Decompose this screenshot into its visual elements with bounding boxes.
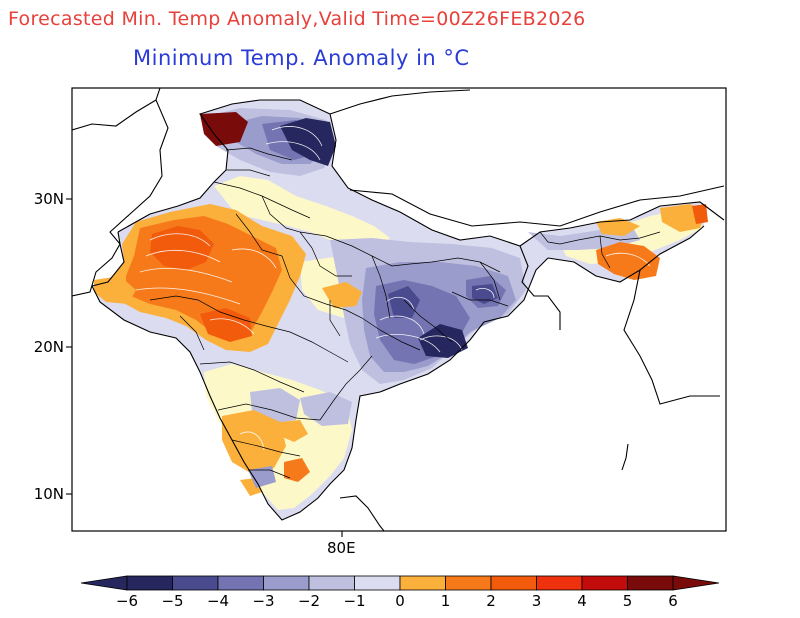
colorbar-segment — [354, 575, 401, 591]
colorbar-tick-label: 3 — [531, 592, 542, 610]
colorbar-tick-label: −1 — [343, 592, 366, 610]
colorbar-segment — [536, 575, 583, 591]
india-outline — [117, 99, 725, 247]
state-boundaries — [149, 147, 661, 479]
cool-patch-south-3 — [248, 466, 276, 488]
andaman — [621, 443, 629, 471]
colorbar-tick-label: −5 — [161, 592, 184, 610]
axis-ticks — [66, 198, 343, 537]
myanmar — [623, 269, 720, 405]
warm-patch-south-2 — [222, 410, 286, 474]
colorbar-segment — [263, 575, 310, 591]
lon-label-80e: 80E — [327, 539, 356, 557]
colorbar-tick-label: −3 — [252, 592, 275, 610]
hot-core-kashmir — [200, 112, 248, 146]
lat-label-10n: 10N — [33, 485, 64, 503]
china-north — [329, 89, 471, 115]
colorbar-tick-label: 5 — [622, 592, 633, 610]
contour-lines — [135, 126, 651, 451]
lat-label-30n: 30N — [33, 190, 64, 208]
india-coast-west — [91, 231, 125, 287]
warm-patch-south-3 — [284, 458, 310, 482]
warm-patch-south-4 — [280, 420, 308, 442]
colorbar-tick-label: 4 — [577, 592, 587, 610]
warm-patch-west-hot2 — [200, 308, 252, 342]
warm-patch-west-hot — [150, 226, 214, 270]
colorbar-segment — [627, 575, 674, 591]
colorbar-tick-label: 2 — [486, 592, 496, 610]
afghanistan — [72, 99, 157, 131]
anomaly-field — [92, 100, 708, 520]
lat-label-20n: 20N — [33, 338, 64, 356]
colorbar-tick-label: 6 — [668, 592, 678, 610]
colorbar-segment — [308, 575, 355, 591]
colorbar-arrow-high — [672, 575, 720, 591]
colorbar-arrow-low — [80, 575, 128, 591]
colorbar-tick-label: 1 — [440, 592, 451, 610]
colorbar-tick-label: −4 — [206, 592, 230, 610]
colorbar-segment — [581, 575, 628, 591]
colorbar — [80, 575, 720, 591]
coldest-core-central2 — [388, 286, 420, 318]
pakistan — [72, 88, 169, 297]
map-frame — [71, 87, 727, 532]
colorbar-segment — [445, 575, 492, 591]
cool-patch-south-2 — [300, 392, 352, 426]
colorbar-tick-label: 0 — [395, 592, 405, 610]
warm-patch-central-small — [322, 282, 362, 308]
boundaries — [72, 88, 725, 531]
colorbar-segment — [126, 575, 173, 591]
india-coast — [91, 257, 549, 521]
colorbar-tick-label: −2 — [297, 592, 321, 610]
srilanka — [339, 495, 385, 531]
warm-patch-northeast — [596, 242, 660, 280]
coldest-core-kashmir — [280, 118, 336, 166]
colorbar-segment — [399, 575, 446, 591]
coldest-core-central — [418, 324, 468, 358]
neutral-patch-north — [214, 176, 390, 252]
colorbar-segment — [172, 575, 219, 591]
warm-patch-northeast-2 — [596, 218, 640, 236]
colorbar-segment — [490, 575, 537, 591]
tibet — [349, 185, 725, 227]
ne-boundary — [547, 225, 705, 283]
colorbar-tick-label: −6 — [115, 592, 139, 610]
map-subtitle: Minimum Temp. Anomaly in °C — [133, 46, 470, 70]
map-title: Forecasted Min. Temp Anomaly,Valid Time=… — [8, 8, 586, 30]
bangladesh — [519, 245, 561, 330]
warm-patch-northeast-hot — [692, 204, 708, 224]
colorbar-segment — [217, 575, 264, 591]
